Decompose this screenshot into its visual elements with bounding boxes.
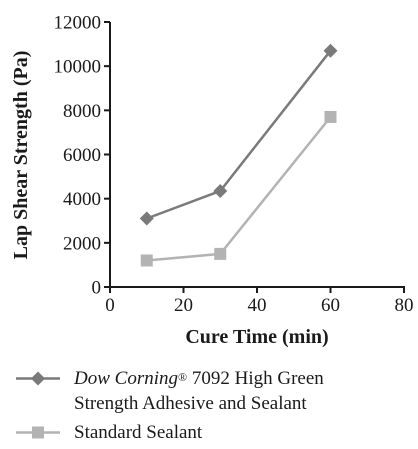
y-tick-label: 6000 [63, 145, 101, 166]
y-tick-label: 0 [92, 278, 102, 299]
data-point-series-1 [213, 183, 228, 198]
y-tick-label: 12000 [54, 13, 102, 34]
legend-item-standard-sealant: Standard Sealant [14, 420, 414, 445]
x-tick-label: 80 [395, 295, 414, 316]
x-tick-label: 60 [321, 295, 340, 316]
legend: Dow Corning® 7092 High Green Strength Adh… [14, 366, 414, 445]
series-line-1 [146, 49, 332, 220]
data-point-series-2 [140, 254, 153, 267]
legend-item-dow-corning-7092: Dow Corning® 7092 High Green Strength Adh… [14, 366, 414, 416]
y-tick-label: 10000 [54, 57, 102, 78]
ticks-layer: 0 2000 4000 6000 8000 10000 12000 0 20 40 60 80 [54, 13, 414, 317]
legend-swatch-diamond [16, 371, 60, 386]
legend-label-dow-corning-7092: Dow Corning® 7092 High Green Strength Adh… [74, 366, 414, 416]
series-layer [139, 43, 338, 267]
series-line-2 [146, 116, 332, 262]
x-tick-label: 20 [174, 295, 193, 316]
y-axis-title: Lap Shear Strength (Pa) [10, 51, 32, 260]
legend-swatch-square [16, 426, 60, 439]
x-tick-label: 40 [248, 295, 267, 316]
registered-mark: ® [178, 370, 188, 384]
legend-label-line1-rest: 7092 High Green [187, 368, 324, 389]
legend-label-line2: Strength Adhesive and Sealant [74, 393, 307, 414]
y-tick-label: 2000 [63, 233, 101, 254]
data-point-series-2 [214, 247, 227, 260]
data-point-series-1 [323, 43, 338, 58]
y-tick-label: 4000 [63, 189, 101, 210]
x-axis-title: Cure Time (min) [185, 326, 328, 348]
y-tick-label: 8000 [63, 101, 101, 122]
data-point-series-1 [139, 211, 154, 226]
legend-brand: Dow Corning [74, 368, 178, 389]
data-point-series-2 [324, 110, 337, 123]
legend-label-standard-sealant: Standard Sealant [74, 422, 203, 443]
x-tick-label: 0 [105, 295, 115, 316]
